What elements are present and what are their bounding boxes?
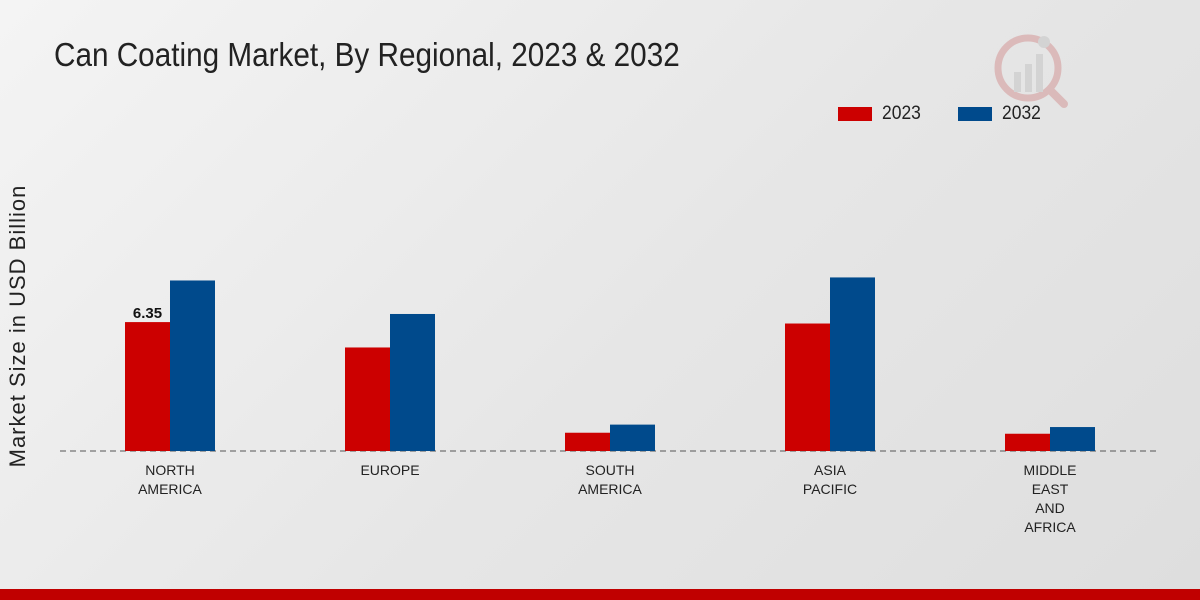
watermark-logo-icon (994, 34, 1068, 108)
bar-2032-4[interactable] (1050, 427, 1095, 451)
legend-item-2032[interactable]: 2032 (958, 103, 1044, 125)
bar-2023-3[interactable] (785, 323, 830, 451)
category-label-0: NORTH AMERICA (138, 462, 202, 497)
bar-2023-0[interactable] (125, 322, 170, 451)
legend: 2023 2032 (838, 103, 1045, 125)
footer-bar (0, 589, 1200, 600)
bar-2032-1[interactable] (390, 313, 435, 451)
legend-label-2032: 2032 (1002, 103, 1042, 124)
legend-item-2023[interactable]: 2023 (838, 103, 924, 125)
legend-swatch-2032 (958, 107, 993, 121)
bar-2032-0[interactable] (170, 280, 215, 451)
category-label-4: MIDDLE EAST AND AFRICA (1024, 462, 1077, 535)
legend-label-2023: 2023 (882, 103, 921, 124)
data-label-0: 6.35 (133, 305, 162, 322)
category-label-3: ASIA PACIFIC (803, 462, 857, 497)
bar-2032-2[interactable] (610, 424, 655, 451)
category-label-2: SOUTH AMERICA (578, 462, 642, 497)
chart-title: Can Coating Market, By Regional, 2023 & … (54, 36, 680, 73)
bar-2023-4[interactable] (1005, 433, 1050, 451)
bar-2032-3[interactable] (830, 277, 875, 451)
bar-2023-1[interactable] (345, 347, 390, 451)
bar-2023-2[interactable] (565, 432, 610, 451)
category-label-1: EUROPE (360, 462, 419, 478)
legend-swatch-2023 (838, 107, 872, 121)
